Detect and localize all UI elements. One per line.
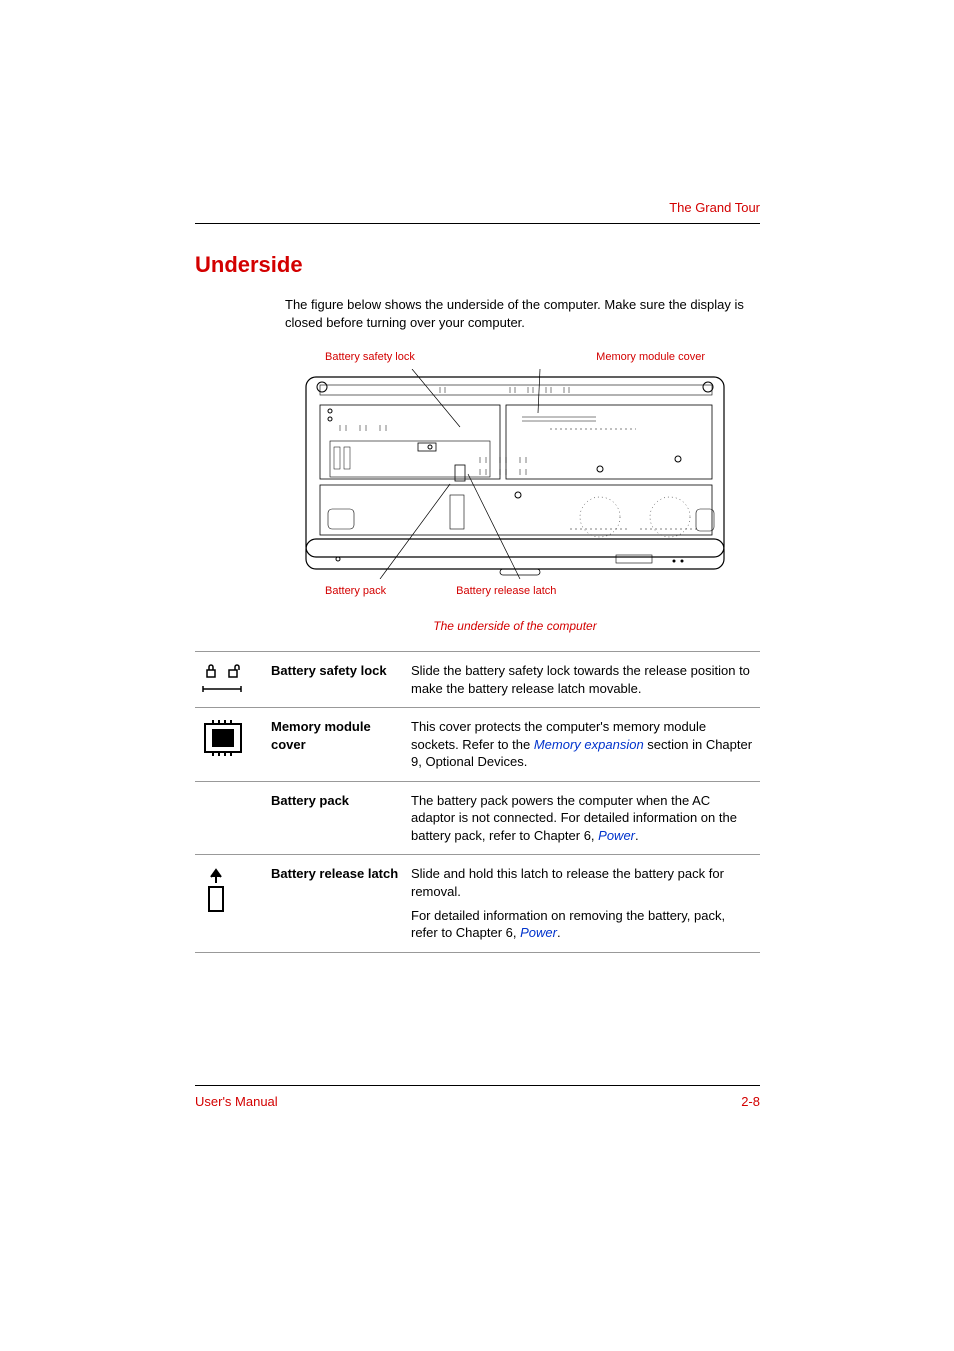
section-title: Underside: [195, 252, 760, 278]
term-label: Battery safety lock: [265, 652, 405, 708]
term-label: Battery pack: [265, 781, 405, 855]
table-row: Battery safety lockSlide the battery saf…: [195, 652, 760, 708]
term-description: The battery pack powers the computer whe…: [405, 781, 760, 855]
term-label: Memory module cover: [265, 708, 405, 782]
cross-reference-link[interactable]: Power: [598, 828, 635, 843]
underside-diagram: [300, 369, 730, 579]
term-description: Slide and hold this latch to release the…: [405, 855, 760, 952]
term-description: This cover protects the computer's memor…: [405, 708, 760, 782]
page-content: The Grand Tour Underside The figure belo…: [195, 200, 760, 953]
callout-battery-release-latch: Battery release latch: [456, 585, 556, 597]
memory-chip-icon: [195, 708, 265, 782]
intro-paragraph: The figure below shows the underside of …: [285, 296, 760, 331]
running-header: The Grand Tour: [195, 200, 760, 215]
figure-caption: The underside of the computer: [295, 619, 735, 633]
footer-rule: [195, 1085, 760, 1086]
no-icon: [195, 781, 265, 855]
table-row: Battery packThe battery pack powers the …: [195, 781, 760, 855]
callout-battery-safety-lock: Battery safety lock: [325, 351, 415, 363]
table-row: Memory module coverThis cover protects t…: [195, 708, 760, 782]
page-footer: User's Manual 2-8: [195, 1085, 760, 1109]
lock-slider-icon: [195, 652, 265, 708]
table-row: Battery release latchSlide and hold this…: [195, 855, 760, 952]
term-label: Battery release latch: [265, 855, 405, 952]
callouts-top: Battery safety lock Memory module cover: [295, 351, 735, 363]
footer-right: 2-8: [741, 1094, 760, 1109]
callout-memory-module-cover: Memory module cover: [596, 351, 705, 363]
release-arrow-icon: [195, 855, 265, 952]
description-table: Battery safety lockSlide the battery saf…: [195, 651, 760, 953]
callout-battery-pack: Battery pack: [325, 585, 386, 597]
figure: Battery safety lock Memory module cover: [295, 351, 735, 633]
header-rule: [195, 223, 760, 224]
cross-reference-link[interactable]: Memory expansion: [534, 737, 644, 752]
diagram-svg: [300, 369, 730, 579]
term-description: Slide the battery safety lock towards th…: [405, 652, 760, 708]
callouts-bottom: Battery pack Battery release latch: [295, 585, 735, 597]
cross-reference-link[interactable]: Power: [520, 925, 557, 940]
footer-left: User's Manual: [195, 1094, 278, 1109]
